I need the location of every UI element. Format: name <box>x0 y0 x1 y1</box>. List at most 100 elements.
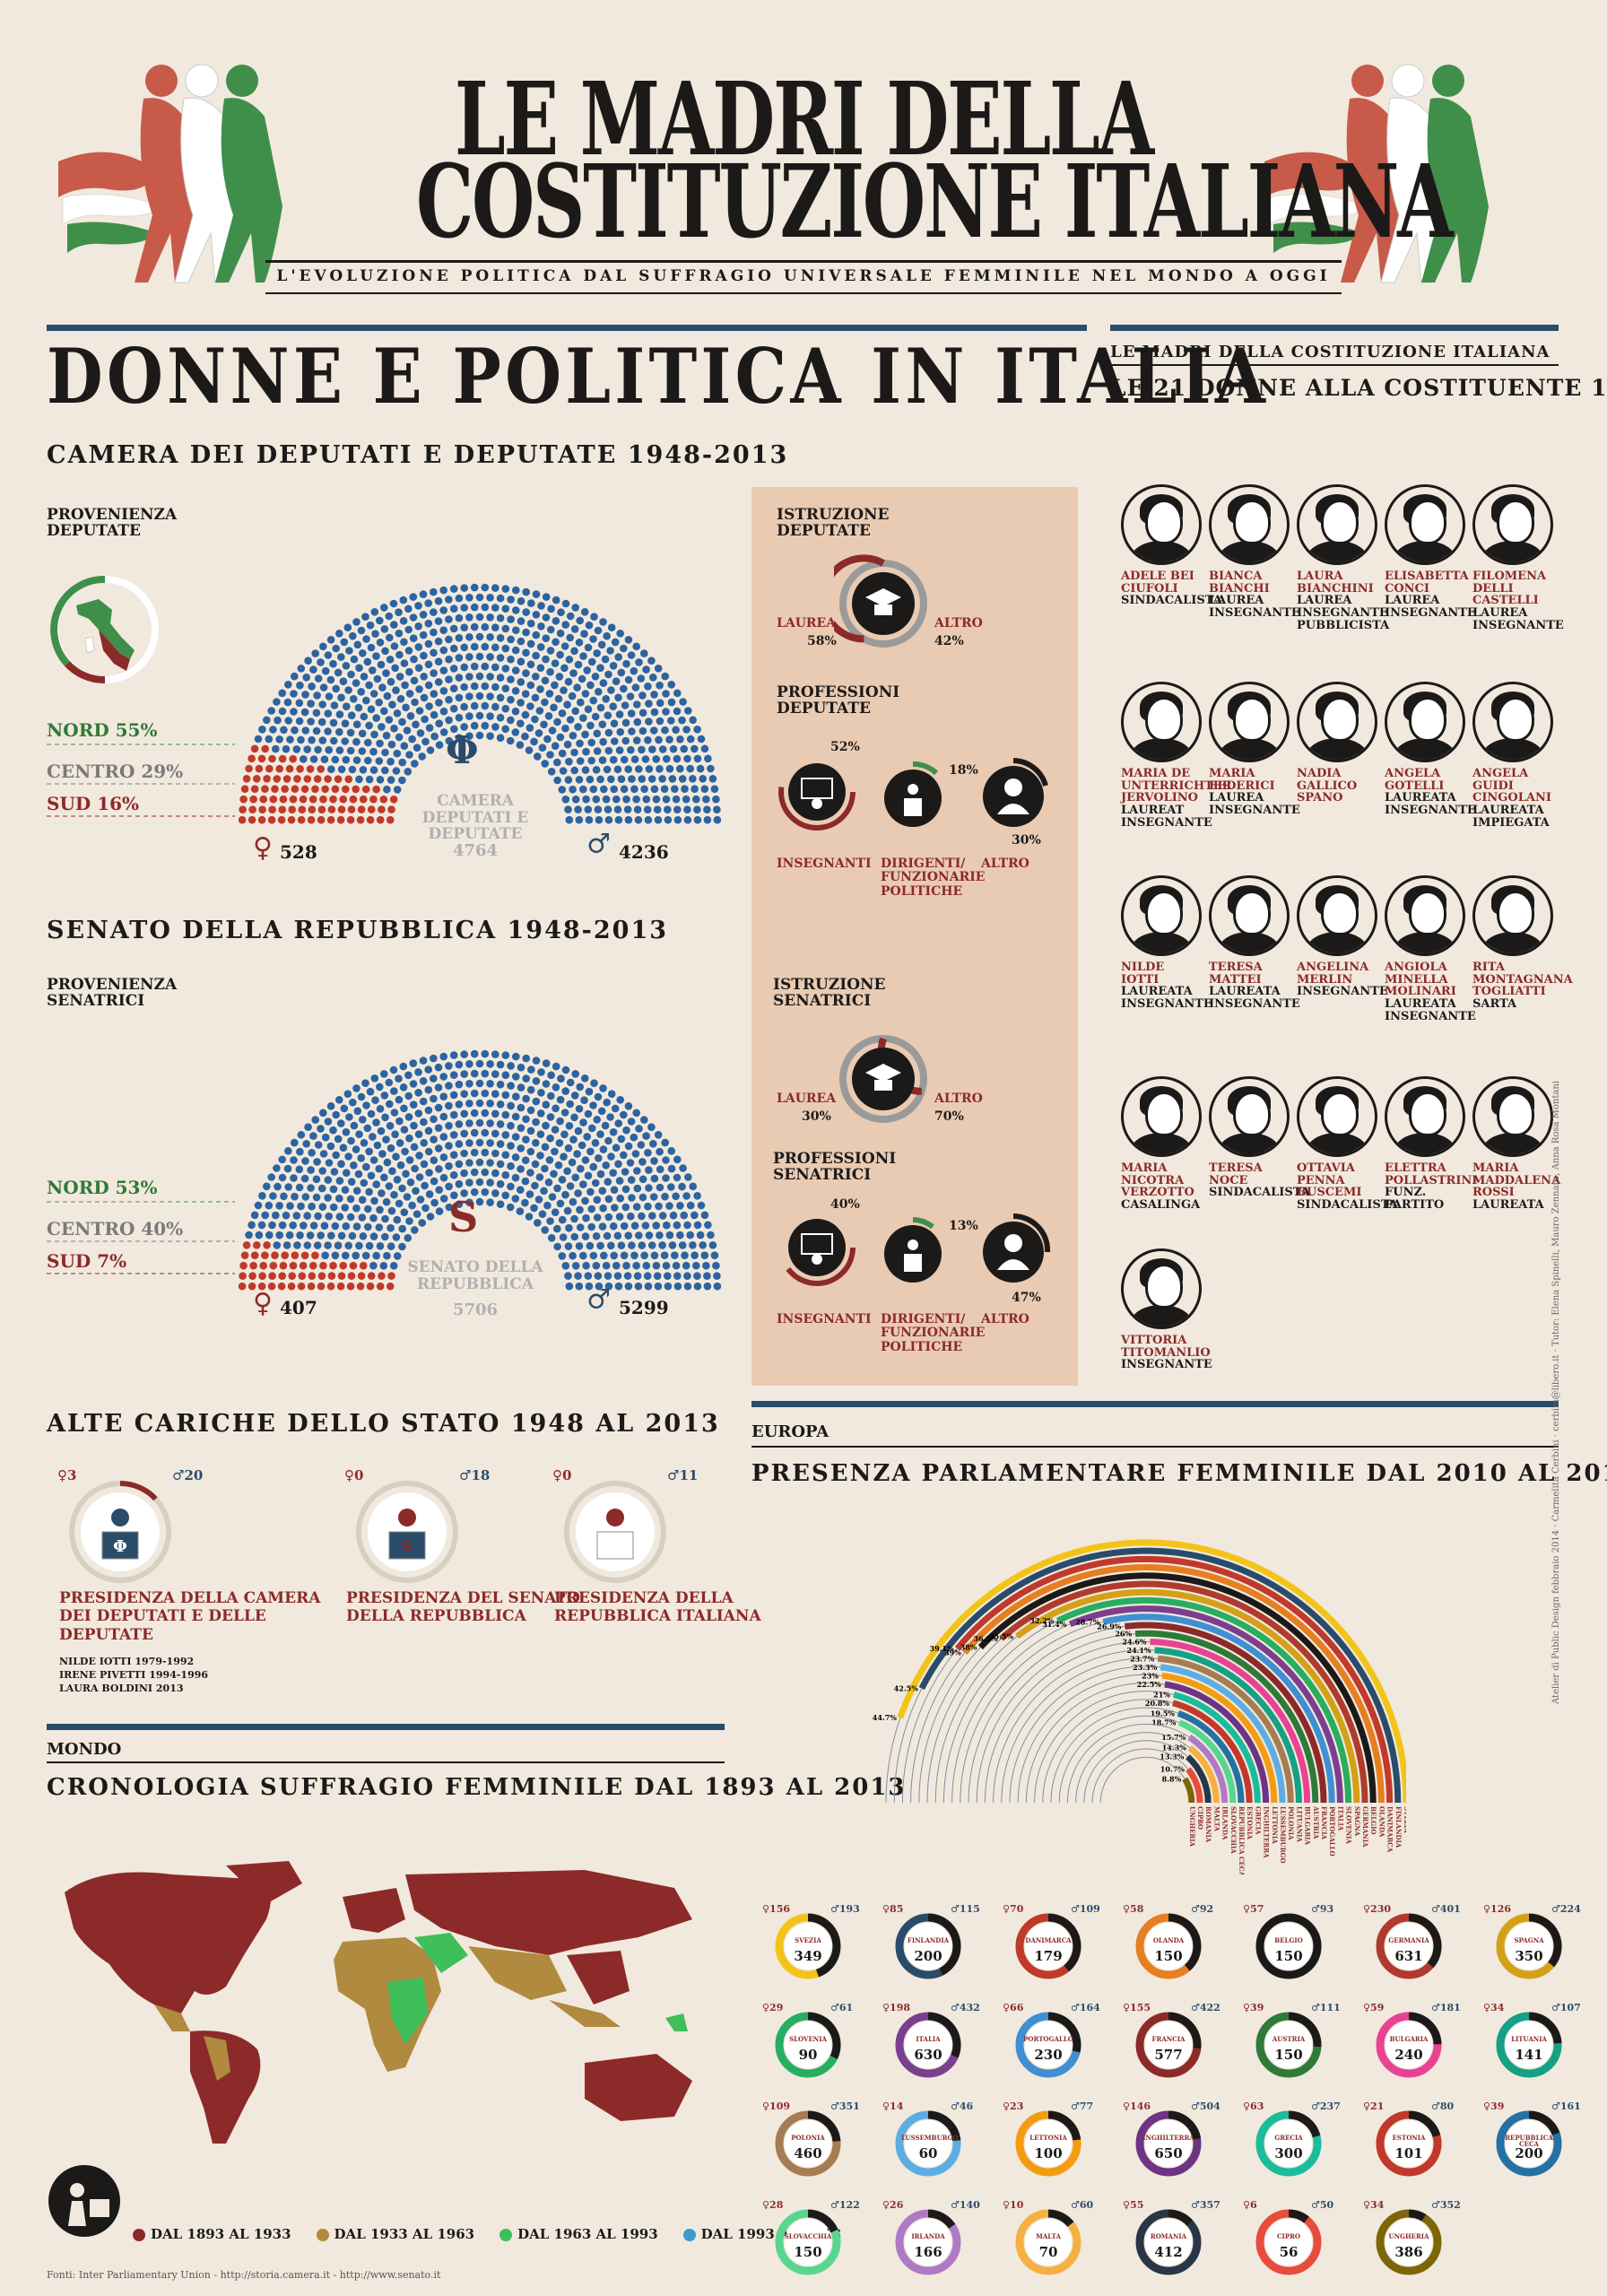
seat-dot <box>414 643 423 651</box>
seat-dot <box>347 1272 356 1280</box>
seat-dot <box>672 795 681 804</box>
portrait-caption: ANGELINA MERLIN INSEGNANTE <box>1297 961 1388 999</box>
seat-dot <box>693 726 701 734</box>
portrait-avatar <box>1209 484 1290 565</box>
country-name: POLONIA <box>791 2134 825 2142</box>
rainbow-pct-label: 35.5% <box>989 1632 1013 1641</box>
country-name: SVEZIA <box>795 1936 821 1944</box>
seat-dot <box>390 1190 398 1199</box>
seat-dot <box>542 634 551 642</box>
seat-dot <box>689 1182 697 1191</box>
seat-dot <box>635 1125 643 1133</box>
seat-dot <box>284 1183 292 1191</box>
seat-dot <box>268 754 276 763</box>
seat-dot <box>306 1231 315 1239</box>
seat-dot <box>522 648 530 657</box>
seat-dot <box>475 593 484 602</box>
seat-dot <box>507 596 515 604</box>
seat-dot <box>633 805 642 813</box>
seat-dot <box>308 795 317 804</box>
seat-dot <box>593 747 602 755</box>
seat-dot <box>682 726 691 734</box>
seat-dot <box>320 1222 329 1230</box>
seat-dot <box>404 1071 413 1080</box>
country-total: 150 <box>1154 1948 1183 1964</box>
female-count: ♀34 <box>1363 2199 1385 2211</box>
seat-dot <box>661 726 669 735</box>
seat-dot <box>708 1241 717 1249</box>
rainbow-pct-label: 38% <box>960 1643 977 1652</box>
seat-dot <box>350 1161 358 1170</box>
seat-dot <box>309 755 318 763</box>
seat-dot <box>257 754 266 763</box>
seat-dot <box>501 1191 509 1200</box>
seat-dot <box>673 1221 682 1230</box>
seat-dot <box>324 1194 332 1202</box>
female-count: ♀21 <box>1363 2100 1385 2112</box>
portrait-caption: FILOMENA DELLI CASTELLI LAUREA INSEGNANTE <box>1472 570 1564 632</box>
country-name: ITALIA <box>916 2035 941 2043</box>
seat-dot <box>350 655 359 664</box>
seat-dot <box>565 1282 574 1291</box>
seat-dot <box>591 1139 600 1147</box>
seat-dot <box>327 1231 335 1239</box>
seat-dot <box>319 1109 327 1118</box>
seat-dot <box>496 613 505 622</box>
seat-dot <box>620 684 628 693</box>
seat-dot <box>596 775 604 784</box>
portrait-avatar <box>1121 484 1202 565</box>
seat-dot <box>387 776 395 784</box>
seat-dot <box>329 1261 337 1270</box>
seat-dot <box>566 716 575 724</box>
rainbow-bar-austria <box>1134 1630 1319 1804</box>
seat-dot <box>577 698 585 707</box>
seat-dot <box>496 654 505 662</box>
seat-dot <box>390 621 398 629</box>
seat-dot <box>576 739 584 748</box>
seat-dot <box>713 1282 722 1291</box>
seat-dot <box>517 1063 526 1072</box>
seat-dot <box>496 1160 505 1169</box>
seat-dot <box>282 775 291 783</box>
mondo-legend: DAL 1893 AL 1933 DAL 1933 AL 1963 DAL 1963… <box>133 2226 866 2242</box>
credits: Atelier di Public Design febbraio 2014 ·… <box>1551 1080 1561 1704</box>
seat-dot <box>439 1052 447 1061</box>
country-name: LITUANIA <box>1511 2035 1547 2043</box>
seat-dot <box>343 702 351 710</box>
seat-dot <box>449 585 458 593</box>
seat-dot <box>650 1157 658 1165</box>
seat-dot <box>672 726 680 735</box>
seat-dot <box>301 726 310 735</box>
seat-dot <box>699 775 707 783</box>
seat-dot <box>278 754 287 763</box>
seat-dot <box>594 1272 603 1280</box>
female-count: ♀57 <box>1243 1903 1264 1915</box>
seat-dot <box>612 677 621 685</box>
seat-dot <box>621 1185 630 1194</box>
female-count: ♀126 <box>1483 1903 1512 1915</box>
seat-dot <box>460 1070 468 1078</box>
seat-dot <box>324 775 332 783</box>
seat-dot <box>571 1070 579 1078</box>
seat-dot <box>337 653 345 661</box>
seat-dot <box>475 1079 484 1088</box>
seat-dot <box>273 775 282 783</box>
country-donut <box>1376 2209 1442 2275</box>
seat-dot <box>560 686 568 694</box>
country-circle: ♀55 ♂357 ROMANIA 412 <box>1119 2196 1220 2289</box>
camera-logo-icon: Φ <box>446 728 479 772</box>
seat-dot <box>644 1282 653 1291</box>
seat-dot <box>526 702 534 710</box>
seat-dot <box>579 714 587 722</box>
country-circle: ♀34 ♂352 UNGHERIA 386 <box>1359 2196 1461 2289</box>
seat-dot <box>355 664 363 672</box>
seat-dot <box>692 1261 700 1270</box>
seat-dot <box>530 737 538 746</box>
seat-dot <box>360 712 369 721</box>
portrait-avatar <box>1385 484 1465 565</box>
seat-dot <box>662 1156 670 1164</box>
seat-dot <box>337 1231 346 1240</box>
seat-dot <box>574 723 582 731</box>
portrait-caption: TERESA NOCE SINDACALISTA <box>1209 1161 1310 1200</box>
seat-dot <box>665 764 674 773</box>
